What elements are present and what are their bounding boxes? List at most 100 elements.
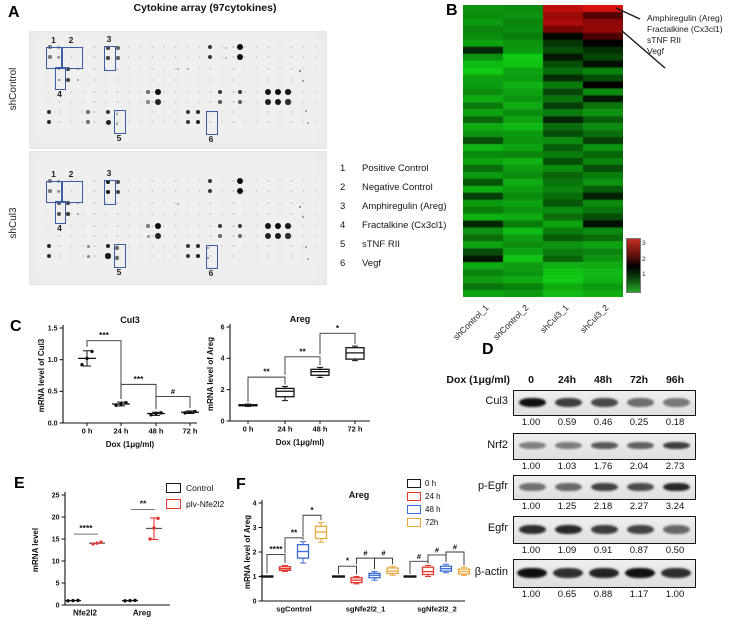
- spot-number-4: 4: [57, 223, 62, 233]
- legend-item-name: Vegf: [362, 258, 382, 269]
- array-grid-dot: [313, 179, 316, 183]
- cytokine-spot: [155, 233, 161, 239]
- annotation-line-top: [615, 7, 641, 20]
- cytokine-spot: [207, 44, 213, 50]
- array-grid-dot: [267, 78, 270, 82]
- array-grid-dot: [58, 78, 61, 82]
- array-grid-dot: [116, 234, 119, 238]
- array-grid-dot: [302, 55, 305, 59]
- array-grid-dot: [244, 244, 247, 248]
- y-axis-title: mRNA level of Areg: [243, 515, 252, 589]
- spot-number-2: 2: [68, 169, 74, 179]
- x-tick-label: sgNfe2l2_2: [417, 605, 457, 614]
- array-grid-dot: [197, 189, 200, 193]
- array-grid-dot: [278, 189, 282, 193]
- array-grid-dot: [197, 45, 200, 49]
- membrane-background: [29, 151, 327, 285]
- array-grid-dot: [244, 45, 247, 49]
- significance-label: #: [453, 543, 458, 552]
- array-grid-dot: [267, 55, 270, 59]
- array-grid-dot: [290, 212, 293, 216]
- cytokine-spot: [105, 243, 111, 249]
- array-grid-dot: [244, 67, 247, 71]
- array-grid-dot: [93, 110, 96, 114]
- spot-number-5: 5: [116, 133, 122, 143]
- legend-item: 3 Amphiregulin (Areg): [340, 197, 462, 216]
- legend-swatch: [407, 492, 421, 501]
- cytokine-spot: [86, 254, 90, 258]
- array-grid-dot: [46, 78, 50, 82]
- spot-number-4: 4: [57, 89, 62, 99]
- array-grid-dot: [220, 100, 224, 104]
- array-grid-dot: [197, 201, 200, 205]
- array-grid-dot: [220, 201, 224, 205]
- x-tick-label: 72 h: [347, 425, 362, 434]
- cytokine-spot: [298, 205, 302, 209]
- array-grid-dot: [302, 189, 305, 193]
- y-tick-label: 0.0: [48, 420, 58, 427]
- array-grid-dot: [232, 67, 235, 71]
- band-value: 1.03: [557, 461, 577, 472]
- array-grid-dot: [128, 254, 131, 258]
- array-grid-dot: [104, 90, 108, 94]
- array-grid-dot: [93, 120, 96, 124]
- array-grid-dot: [290, 189, 293, 193]
- significance-label: *: [346, 556, 350, 566]
- array-grid-dot: [151, 78, 154, 82]
- data-point: [90, 349, 94, 354]
- array-grid-dot: [290, 67, 293, 71]
- array-grid-dot: [220, 234, 224, 238]
- spot-number-3: 3: [106, 34, 112, 44]
- cytokine-spot: [48, 45, 52, 49]
- spot-number-1: 1: [51, 169, 56, 179]
- array-grid-dot: [267, 120, 270, 124]
- array-grid-dot: [70, 90, 73, 94]
- array-grid-dot: [81, 90, 84, 94]
- cytokine-spot: [237, 178, 243, 184]
- significance-bracket: [155, 395, 191, 410]
- spot-number-1: 1: [51, 35, 56, 45]
- y-tick-label: 1.5: [48, 325, 58, 332]
- array-grid-dot: [104, 212, 108, 216]
- y-tick-label: 25: [52, 492, 60, 499]
- cytokine-spot: [66, 212, 70, 216]
- legend-row-Control: Control: [166, 480, 224, 496]
- array-grid-dot: [278, 179, 282, 183]
- array-grid-dot: [81, 78, 84, 82]
- array-grid-dot: [174, 120, 177, 124]
- array-grid-dot: [255, 201, 258, 205]
- cytokine-spot: [265, 89, 271, 95]
- cytokine-spot: [206, 246, 210, 250]
- array-grid-dot: [186, 224, 189, 228]
- spot-number-6: 6: [208, 134, 214, 144]
- array-grid-dot: [70, 120, 73, 124]
- data-point: [114, 403, 118, 407]
- control-point: [71, 598, 75, 603]
- panel-label-d: D: [482, 341, 494, 358]
- protein-band: [590, 397, 618, 407]
- array-grid-dot: [302, 90, 305, 94]
- array-grid-dot: [46, 189, 50, 193]
- cytokine-spot: [105, 179, 111, 185]
- spot-box-6: [206, 245, 218, 269]
- protein-band: [554, 442, 582, 449]
- cytokine-spot: [207, 188, 213, 194]
- array-grid-dot: [174, 45, 177, 49]
- array-grid-dot: [313, 55, 316, 59]
- annotation-fractalkine: Fractalkine (Cx3cl1): [647, 24, 723, 34]
- array-grid-dot: [162, 189, 166, 193]
- array-grid-dot: [46, 234, 50, 238]
- array-grid-dot: [313, 67, 316, 71]
- array-grid-dot: [267, 67, 270, 71]
- array-grid-dot: [174, 110, 177, 114]
- array-grid-dot: [93, 201, 96, 205]
- data-point: [188, 410, 192, 414]
- legend-label: 48 h: [425, 505, 441, 514]
- legend-row-72h: 72h: [407, 516, 441, 529]
- array-grid-dot: [255, 67, 258, 71]
- array-grid-dot: [244, 234, 247, 238]
- legend-swatch: [407, 479, 421, 488]
- y-tick-label: 0.5: [48, 389, 58, 396]
- array-grid-dot: [313, 224, 316, 228]
- cytokine-spot: [237, 44, 243, 50]
